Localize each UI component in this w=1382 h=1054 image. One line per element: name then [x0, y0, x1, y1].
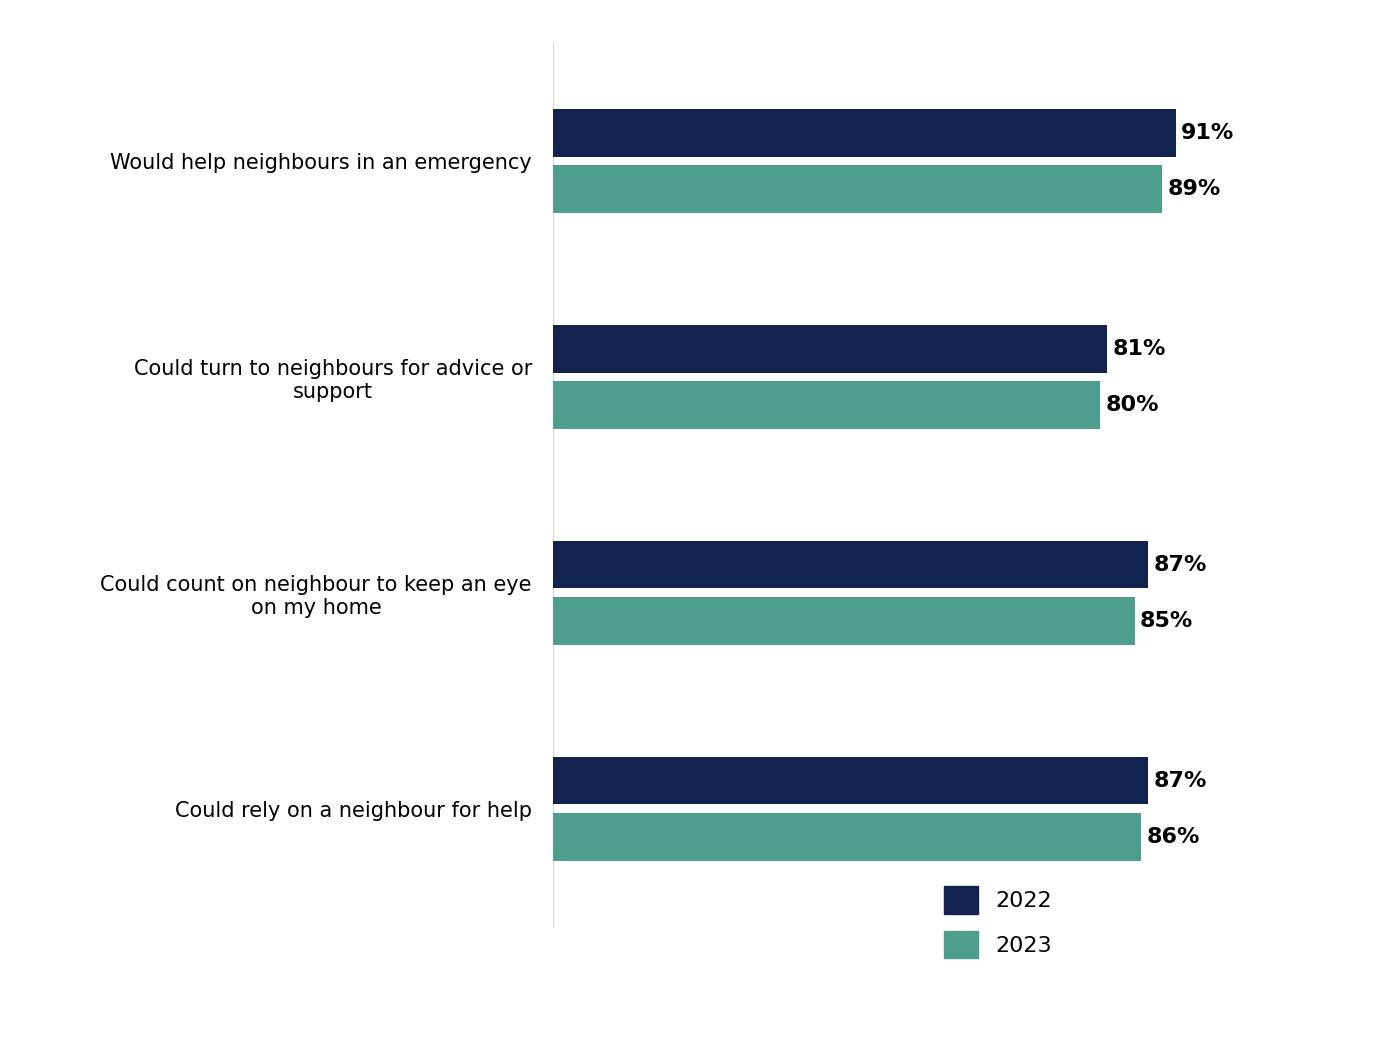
Text: 91%: 91%: [1182, 123, 1234, 143]
Text: 87%: 87%: [1154, 554, 1206, 574]
Bar: [553, 541, 1148, 588]
Bar: [553, 813, 1142, 860]
Bar: [553, 598, 1135, 645]
Text: 81%: 81%: [1113, 338, 1166, 358]
Bar: [553, 110, 1176, 157]
Text: 89%: 89%: [1168, 179, 1220, 199]
Text: 80%: 80%: [1106, 395, 1159, 415]
Bar: [553, 757, 1148, 804]
Text: 86%: 86%: [1147, 826, 1200, 846]
Bar: [553, 382, 1100, 429]
Text: 87%: 87%: [1154, 770, 1206, 790]
Text: 85%: 85%: [1140, 611, 1193, 631]
Legend: 2022, 2023: 2022, 2023: [933, 875, 1063, 970]
Bar: [553, 165, 1162, 213]
Bar: [553, 325, 1107, 372]
